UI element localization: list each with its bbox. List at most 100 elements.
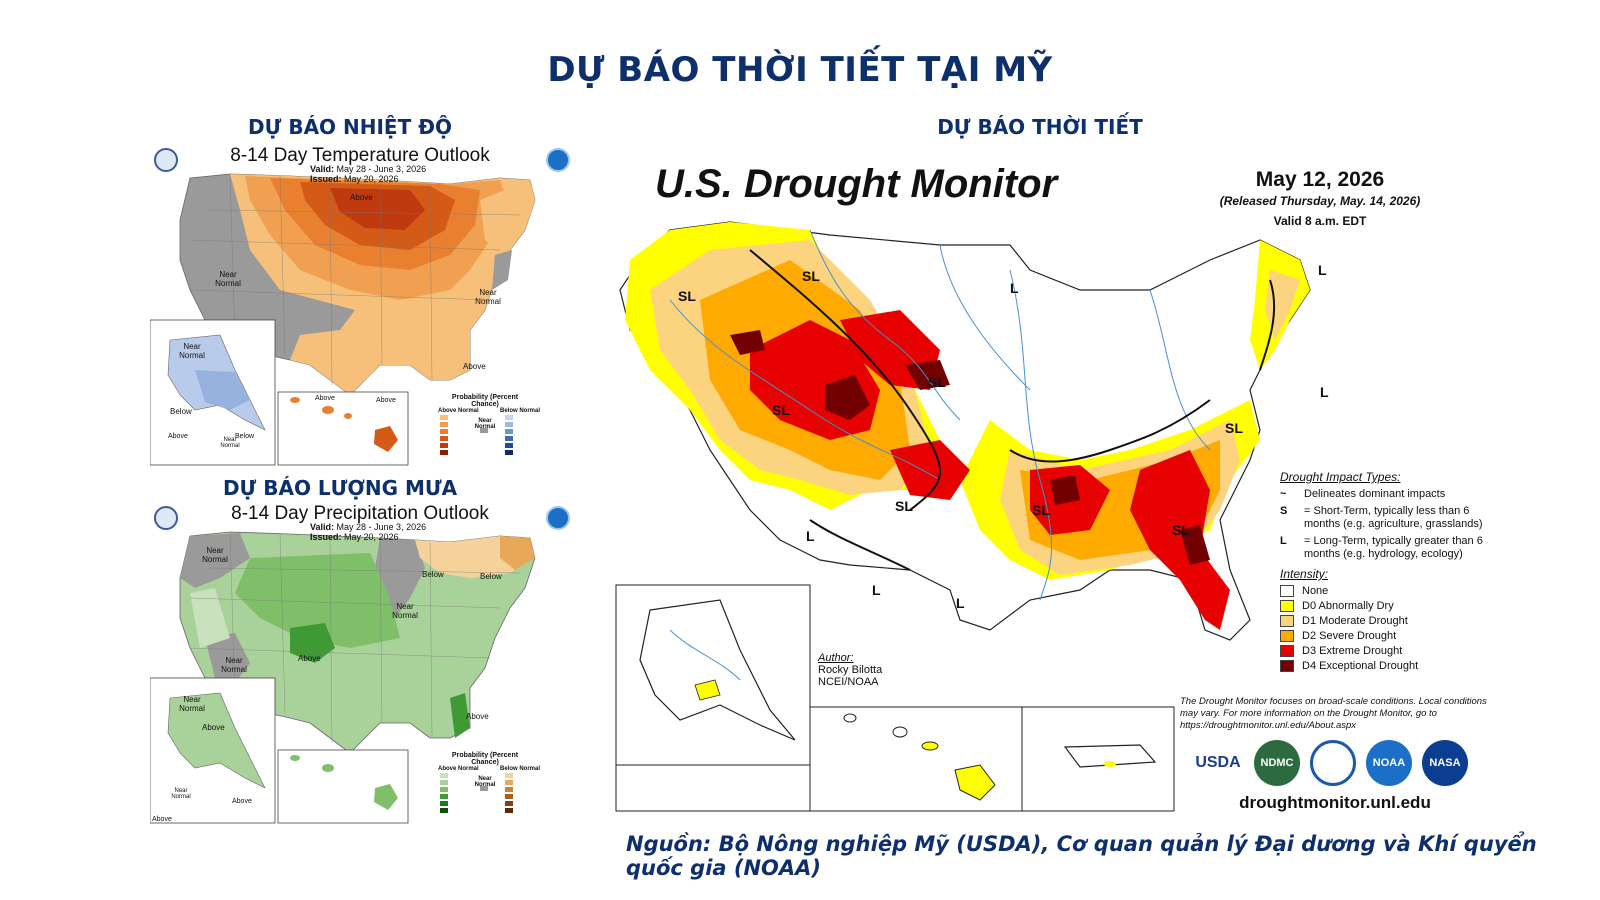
map-label: Above <box>298 654 321 663</box>
impact-s: = Short-Term, typically less than 6 mont… <box>1304 505 1483 530</box>
drought-legend: Drought Impact Types: ~ Delineates domina… <box>1280 470 1500 675</box>
drought-monitor-panel: U.S. Drought Monitor May 12, 2026 (Relea… <box>610 150 1490 820</box>
impact-heading: Drought Impact Types: <box>1280 470 1401 484</box>
map-label: L <box>806 528 815 544</box>
doc-seal-icon <box>154 506 178 530</box>
legend-below: Below Normal <box>500 408 541 414</box>
drought-note: The Drought Monitor focuses on broad-sca… <box>1180 696 1487 731</box>
map-label: Near Normal <box>171 788 191 800</box>
intensity-label: D1 Moderate Drought <box>1302 615 1408 627</box>
author-label: Author: <box>818 652 854 664</box>
issued-date: May 20, 2026 <box>344 174 399 184</box>
temperature-map-title: 8-14 Day Temperature Outlook <box>230 145 490 166</box>
issued-label: Issued: <box>310 532 342 542</box>
issued-date: May 20, 2026 <box>344 532 399 542</box>
map-label: SL <box>1172 522 1190 538</box>
map-label: Above <box>202 723 225 732</box>
map-label: Above <box>463 362 486 371</box>
map-label: Near Normal <box>475 288 501 306</box>
intensity-label: D3 Extreme Drought <box>1302 645 1403 657</box>
intensity-swatch <box>1280 615 1294 627</box>
valid-range: May 28 - June 3, 2026 <box>336 164 427 174</box>
map-label: Near Normal <box>221 656 247 674</box>
drought-released: (Released Thursday, May. 14, 2026) <box>1219 194 1421 208</box>
impact-line-icon: ~ <box>1280 488 1287 500</box>
author-block: Author: Rocky Bilotta NCEI/NOAA <box>818 652 882 688</box>
partner-logos: USDA NDMC NOAA NASA <box>1190 740 1490 790</box>
intensity-label: D4 Exceptional Drought <box>1302 660 1419 672</box>
usda-logo: USDA <box>1190 740 1246 786</box>
legend-below: Below Normal <box>500 766 541 772</box>
map-label: Above <box>376 397 396 404</box>
map-label: SL <box>928 374 946 390</box>
legend-title: Probability (Percent Chance) <box>451 752 519 766</box>
intensity-heading: Intensity: <box>1280 567 1329 581</box>
precipitation-outlook-map: 8-14 Day Precipitation Outlook Valid: Ma… <box>150 498 570 838</box>
map-label: Above <box>168 433 188 440</box>
map-label: SL <box>1225 420 1243 436</box>
intensity-row: D0 Abnormally Dry <box>1280 600 1500 612</box>
intensity-row: D4 Exceptional Drought <box>1280 660 1500 672</box>
drought-valid: Valid 8 a.m. EDT <box>1273 214 1367 228</box>
impact-l: = Long-Term, typically greater than 6 mo… <box>1304 535 1483 560</box>
page-title: DỰ BÁO THỜI TIẾT TẠI MỸ <box>547 50 1053 90</box>
map-label: Near Normal <box>215 270 241 288</box>
map-label: Below <box>170 407 192 416</box>
intensity-swatch <box>1280 660 1294 672</box>
intensity-swatch <box>1280 600 1294 612</box>
nasa-logo: NASA <box>1422 740 1468 786</box>
map-label: Above <box>232 798 252 805</box>
temperature-heading: DỰ BÁO NHIỆT ĐỘ <box>248 115 452 139</box>
ndmc-logo: NDMC <box>1254 740 1300 786</box>
valid-label: Valid: <box>310 164 335 174</box>
drought-heading: DỰ BÁO THỜI TIẾT <box>937 115 1143 139</box>
map-label: Near Normal <box>202 546 228 564</box>
drought-url[interactable]: droughtmonitor.unl.edu <box>1239 793 1431 812</box>
map-label: Below <box>235 433 255 440</box>
author-org: NCEI/NOAA <box>818 676 879 688</box>
map-label: Near Normal <box>220 437 240 449</box>
intensity-label: D0 Abnormally Dry <box>1302 600 1394 612</box>
legend-above: Above Normal <box>438 408 479 414</box>
map-label: Below <box>480 572 502 581</box>
map-label: Above <box>315 395 335 402</box>
drought-map-graphic <box>615 221 1311 812</box>
intensity-label: D2 Severe Drought <box>1302 630 1397 642</box>
map-label: Below <box>422 570 444 579</box>
issued-label: Issued: <box>310 174 342 184</box>
map-label: Near Normal <box>179 695 205 713</box>
map-label: L <box>1320 384 1329 400</box>
intensity-swatch <box>1280 585 1294 597</box>
map-label: SL <box>802 268 820 284</box>
legend-near: Near Normal <box>474 418 496 430</box>
intensity-row: D2 Severe Drought <box>1280 630 1500 642</box>
noaa-logo-icon <box>546 148 570 172</box>
intensity-row: D1 Moderate Drought <box>1280 615 1500 627</box>
map-label: SL <box>678 288 696 304</box>
map-label: SL <box>895 498 913 514</box>
map-label: Above <box>466 712 489 721</box>
noaa-logo-icon <box>546 506 570 530</box>
legend-near: Near Normal <box>474 776 496 788</box>
precipitation-legend-swatches <box>440 773 513 813</box>
valid-label: Valid: <box>310 522 335 532</box>
precipitation-heading: DỰ BÁO LƯỢNG MƯA <box>222 476 458 500</box>
legend-above: Above Normal <box>438 766 479 772</box>
map-label: Above <box>350 193 373 202</box>
intensity-label: None <box>1302 585 1329 597</box>
source-caption: Nguồn: Bộ Nông nghiệp Mỹ (USDA), Cơ quan… <box>626 832 1537 880</box>
precipitation-map-graphic <box>150 531 536 824</box>
map-label: Near Normal <box>179 342 205 360</box>
author-name: Rocky Bilotta <box>818 664 883 676</box>
drought-monitor-title: U.S. Drought Monitor <box>655 162 1058 206</box>
legend-title: Probability (Percent Chance) <box>451 394 519 408</box>
map-label: L <box>956 595 965 611</box>
doc-seal-logo <box>1310 740 1356 786</box>
map-label: L <box>1318 262 1327 278</box>
intensity-row: None <box>1280 585 1500 597</box>
intensity-swatch <box>1280 630 1294 642</box>
temperature-legend-swatches <box>440 415 513 455</box>
temperature-map-graphic <box>150 173 536 466</box>
map-label: Above <box>152 816 172 823</box>
drought-date: May 12, 2026 <box>1255 168 1385 191</box>
